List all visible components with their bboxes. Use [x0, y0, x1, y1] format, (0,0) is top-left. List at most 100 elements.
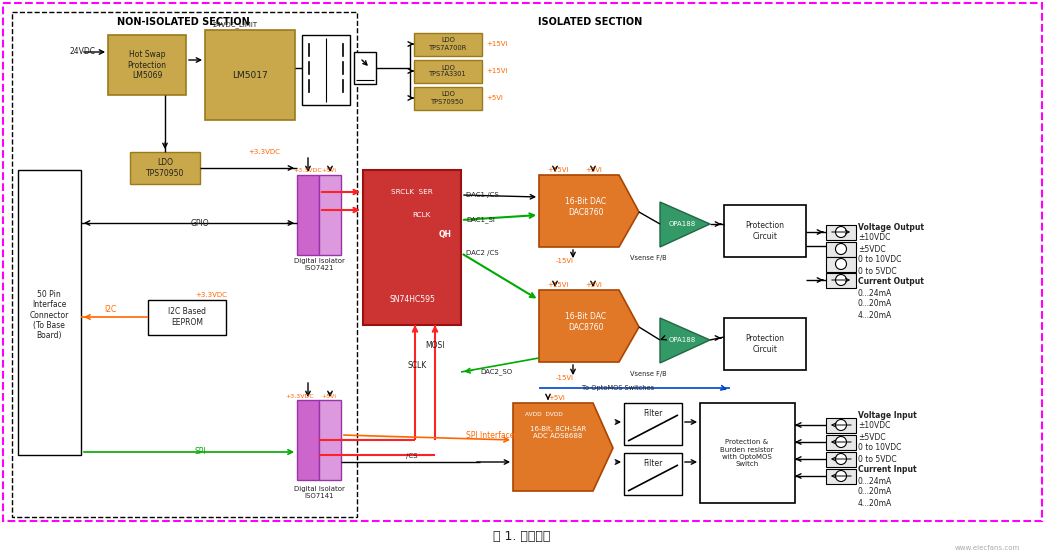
Polygon shape	[660, 202, 710, 247]
Bar	[826, 257, 856, 272]
Text: Voltage Input: Voltage Input	[858, 411, 916, 419]
Bar	[414, 60, 482, 83]
Text: 0 to 5VDC: 0 to 5VDC	[858, 455, 897, 463]
Text: DAC2 /CS: DAC2 /CS	[466, 250, 498, 256]
Text: 图 1. 系统框图: 图 1. 系统框图	[493, 530, 551, 544]
Bar	[108, 35, 186, 95]
Bar	[319, 175, 341, 255]
Bar	[826, 418, 856, 433]
Text: Protection
Circuit: Protection Circuit	[745, 334, 785, 354]
Bar	[354, 52, 376, 84]
Text: NON-ISOLATED SECTION: NON-ISOLATED SECTION	[117, 17, 250, 27]
Text: SPI Interface: SPI Interface	[466, 431, 514, 439]
Text: SCLK: SCLK	[408, 360, 427, 369]
Polygon shape	[660, 318, 710, 363]
Text: I2C: I2C	[103, 305, 116, 315]
Bar	[302, 35, 350, 105]
Text: +15Vi: +15Vi	[486, 68, 508, 74]
Text: SPI: SPI	[194, 447, 206, 457]
Bar	[700, 403, 795, 503]
Circle shape	[836, 227, 846, 237]
Text: 0 to 10VDC: 0 to 10VDC	[858, 256, 902, 265]
Text: 24VDC: 24VDC	[70, 47, 96, 56]
Text: 0...20mA: 0...20mA	[858, 300, 892, 309]
Bar	[363, 170, 461, 325]
Text: 4...20mA: 4...20mA	[858, 499, 892, 507]
Text: ±10VDC: ±10VDC	[858, 233, 890, 242]
Text: LDO
TPS70950: LDO TPS70950	[146, 158, 184, 178]
Text: AVDD  DVDD: AVDD DVDD	[525, 413, 563, 418]
Text: SRCLK  SER: SRCLK SER	[391, 189, 433, 195]
Text: Protection &
Burden resistor
with OptoMOS
Switch: Protection & Burden resistor with OptoMO…	[720, 439, 773, 467]
Text: Vsense F/B: Vsense F/B	[630, 371, 667, 377]
Text: 0 to 10VDC: 0 to 10VDC	[858, 443, 902, 452]
Text: www.elecfans.com: www.elecfans.com	[955, 545, 1020, 551]
Text: LDO
TPS7A3301: LDO TPS7A3301	[429, 65, 467, 77]
Bar	[11, 12, 357, 517]
Text: To OptoMOS Switches: To OptoMOS Switches	[582, 385, 654, 391]
Text: +15Vi: +15Vi	[547, 167, 568, 173]
Text: +3.3VDC: +3.3VDC	[248, 149, 280, 155]
Text: MOSI: MOSI	[425, 340, 444, 349]
Circle shape	[836, 453, 846, 465]
Bar	[319, 400, 341, 480]
Bar	[297, 175, 319, 255]
Polygon shape	[539, 290, 638, 362]
Text: Filter: Filter	[644, 458, 663, 467]
Text: 0 to 5VDC: 0 to 5VDC	[858, 266, 897, 276]
Text: +15Vi: +15Vi	[486, 41, 508, 47]
Text: 0...20mA: 0...20mA	[858, 487, 892, 496]
Text: ±10VDC: ±10VDC	[858, 422, 890, 431]
Text: I2C Based
EEPROM: I2C Based EEPROM	[168, 307, 206, 327]
Text: +5Vi: +5Vi	[321, 393, 336, 398]
Text: Voltage Output: Voltage Output	[858, 222, 924, 232]
Text: +3.3VDC: +3.3VDC	[195, 292, 227, 298]
Text: Hot Swap
Protection
LM5069: Hot Swap Protection LM5069	[127, 50, 166, 80]
Polygon shape	[513, 403, 613, 491]
Text: OPA188: OPA188	[669, 337, 696, 343]
Bar	[148, 300, 226, 335]
Bar	[826, 435, 856, 450]
Text: 0...24mA: 0...24mA	[858, 289, 892, 297]
Text: +3.3VDC: +3.3VDC	[293, 169, 322, 173]
Circle shape	[836, 419, 846, 431]
Circle shape	[836, 258, 846, 270]
Bar	[826, 225, 856, 240]
Circle shape	[836, 275, 846, 286]
Text: 16-Bit DAC
DAC8760: 16-Bit DAC DAC8760	[565, 197, 606, 217]
Text: +5Vi: +5Vi	[585, 167, 602, 173]
Text: -15Vi: -15Vi	[556, 375, 574, 381]
Text: DAC2_SO: DAC2_SO	[480, 369, 512, 375]
Bar	[297, 400, 319, 480]
Text: LDO
TPS70950: LDO TPS70950	[432, 91, 465, 105]
Text: 16-Bit, 8CH-SAR
ADC ADS8688: 16-Bit, 8CH-SAR ADC ADS8688	[530, 427, 586, 439]
Text: /CS: /CS	[407, 453, 418, 459]
Text: ±5VDC: ±5VDC	[858, 245, 885, 253]
Bar	[826, 452, 856, 467]
Text: DAC1 /CS: DAC1 /CS	[466, 192, 498, 198]
Polygon shape	[539, 175, 638, 247]
Bar	[724, 318, 806, 370]
Circle shape	[836, 471, 846, 481]
Text: +5Vi: +5Vi	[321, 169, 336, 173]
Text: LDO
TPS7A700R: LDO TPS7A700R	[428, 37, 467, 51]
Text: SN74HC595: SN74HC595	[389, 296, 435, 305]
Text: LM5017: LM5017	[232, 71, 268, 80]
Bar	[205, 30, 295, 120]
Text: Digital Isolator
ISO7421: Digital Isolator ISO7421	[294, 258, 345, 271]
Bar	[18, 170, 82, 455]
Text: -15Vi: -15Vi	[556, 258, 574, 264]
Text: 50 Pin
Interface
Connector
(To Base
Board): 50 Pin Interface Connector (To Base Boar…	[29, 290, 69, 340]
Text: +5Vi: +5Vi	[486, 95, 503, 101]
Bar	[414, 33, 482, 56]
Text: ±5VDC: ±5VDC	[858, 432, 885, 442]
Text: DAC1_SI: DAC1_SI	[466, 217, 495, 223]
Text: Current Output: Current Output	[858, 277, 924, 286]
Bar	[724, 205, 806, 257]
Text: 16-Bit DAC
DAC8760: 16-Bit DAC DAC8760	[565, 312, 606, 332]
Text: QH: QH	[439, 231, 451, 240]
Bar	[826, 469, 856, 484]
Text: ISOLATED SECTION: ISOLATED SECTION	[538, 17, 642, 27]
Bar	[414, 87, 482, 110]
Circle shape	[836, 243, 846, 255]
